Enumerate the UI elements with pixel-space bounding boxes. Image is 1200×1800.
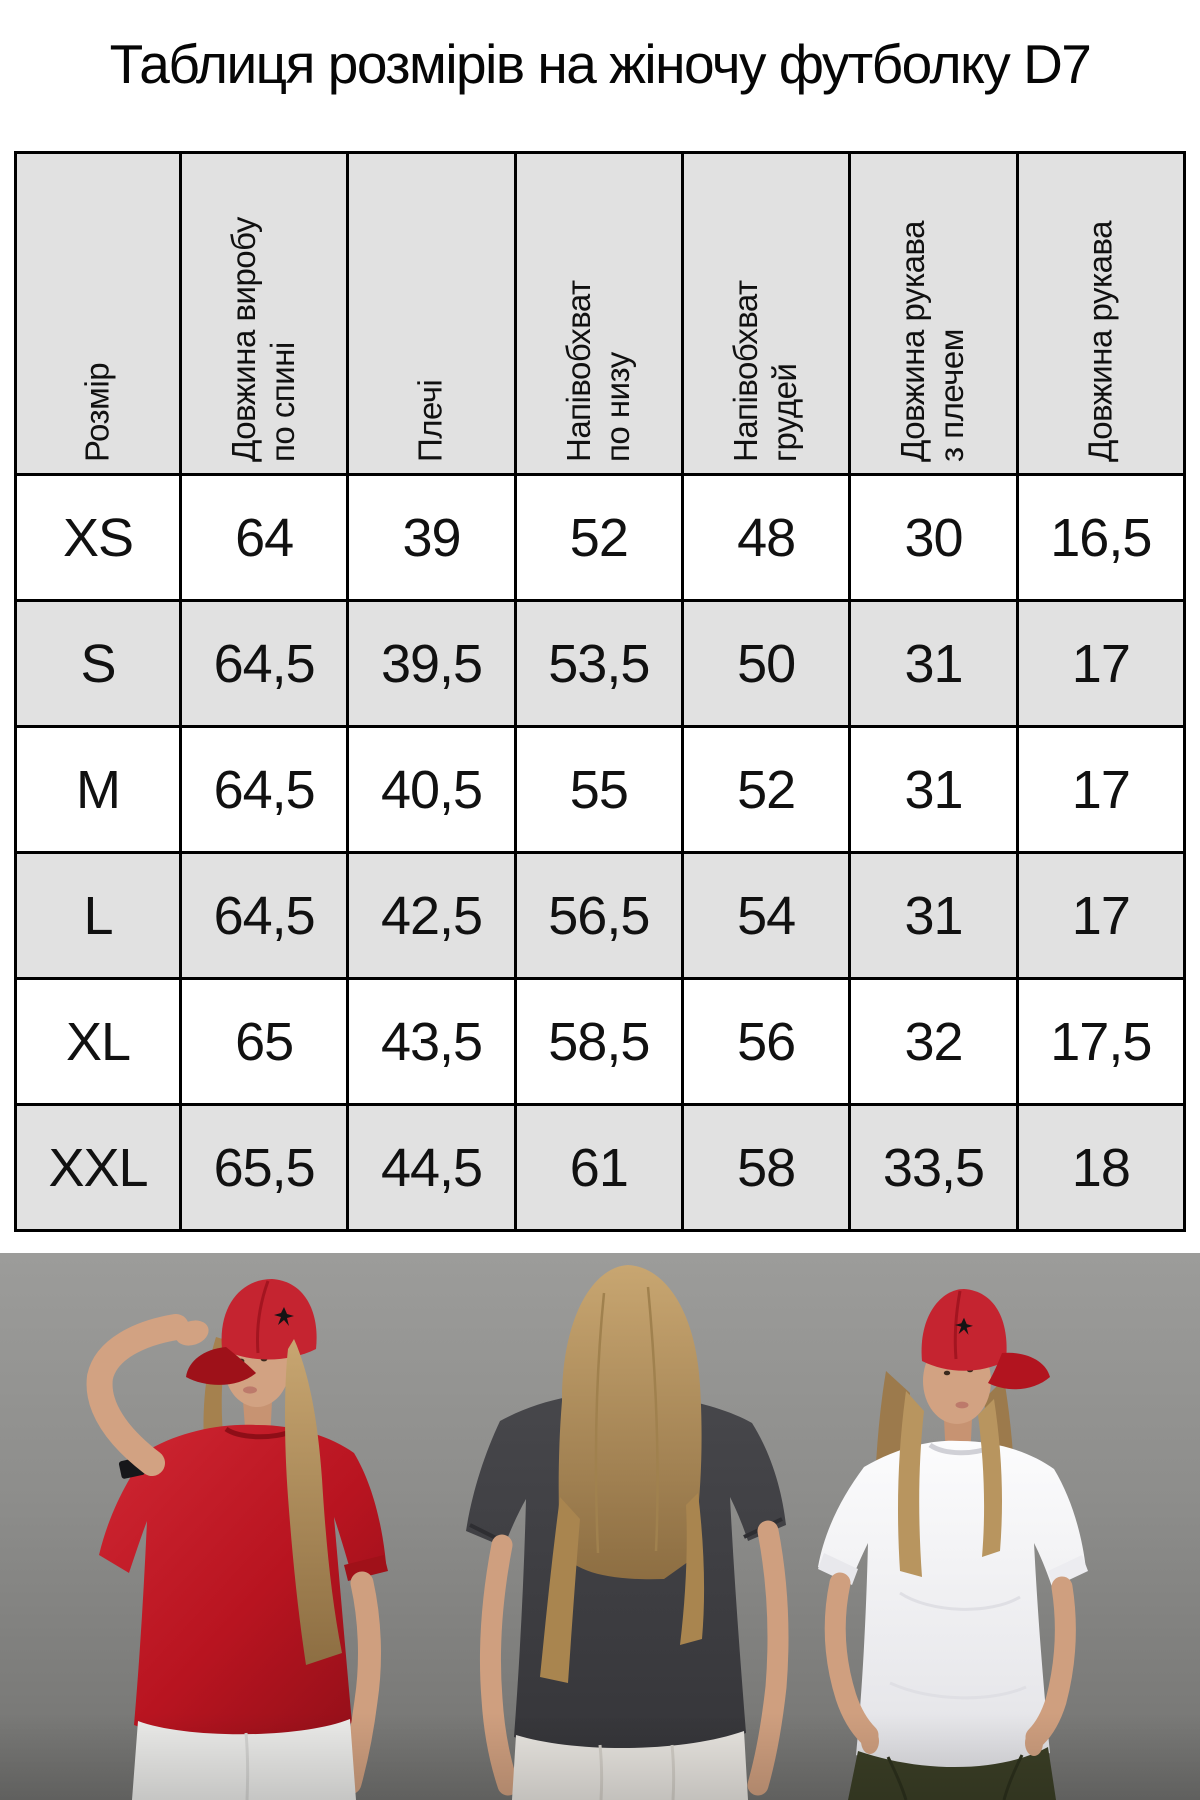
header-text: Напівобхват xyxy=(727,279,765,462)
hand-on-brim xyxy=(175,1320,209,1346)
cell-value: 64 xyxy=(178,473,350,602)
cell-value: 42,5 xyxy=(346,851,517,980)
hair-strand xyxy=(540,1497,580,1683)
column-header-bottom-half-girth: Напівобхват по низу xyxy=(513,151,684,476)
size-table: Розмір Довжина виробу по спині Плечі Напі… xyxy=(14,151,1187,1232)
photo-illustration xyxy=(0,1253,1200,1800)
cell-value: 39,5 xyxy=(346,599,517,728)
cap-brim xyxy=(186,1347,256,1385)
cell-size: M xyxy=(14,725,182,854)
table-row-xs: XS 64 39 52 48 30 16,5 xyxy=(14,473,1187,602)
cap-seam xyxy=(953,1290,962,1360)
column-header-sleeve-length: Довжина рукава xyxy=(1015,151,1187,476)
cell-size: XL xyxy=(14,977,182,1106)
cell-size: S xyxy=(14,599,182,728)
cell-value: 43,5 xyxy=(346,977,517,1106)
cell-value: 65 xyxy=(178,977,350,1106)
column-header-chest-half-girth: Напівобхват грудей xyxy=(680,151,852,476)
hair-strand xyxy=(594,1292,606,1554)
cell-value: 54 xyxy=(680,851,852,980)
cell-size: L xyxy=(14,851,182,980)
cell-value: 58 xyxy=(680,1103,852,1232)
back-hair xyxy=(558,1265,702,1580)
hair-front-strand xyxy=(978,1399,1002,1557)
header-row: Розмір Довжина виробу по спині Плечі Напі… xyxy=(14,151,1187,476)
tshirt-fold xyxy=(889,1681,1027,1700)
cell-value: 31 xyxy=(848,725,1019,854)
eye xyxy=(943,1370,951,1376)
cell-value: 64,5 xyxy=(178,851,350,980)
column-header-size: Розмір xyxy=(14,151,182,476)
lips xyxy=(243,1386,257,1394)
cell-value: 18 xyxy=(1015,1103,1187,1232)
cell-size: XXL xyxy=(14,1103,182,1232)
cell-value: 65,5 xyxy=(178,1103,350,1232)
header-text: по спині xyxy=(264,341,302,462)
table-row-m: M 64,5 40,5 55 52 31 17 xyxy=(14,725,1187,854)
header-text: Довжина виробу xyxy=(225,216,263,462)
cell-value: 17 xyxy=(1015,599,1187,728)
hair-strand xyxy=(646,1286,659,1552)
header-text: Довжина рукава xyxy=(894,220,932,462)
cell-value: 64,5 xyxy=(178,725,350,854)
cell-value: 31 xyxy=(848,851,1019,980)
column-header-shoulders: Плечі xyxy=(346,151,517,476)
header-text: Розмір xyxy=(78,362,116,462)
cell-value: 39 xyxy=(346,473,517,602)
cell-value: 40,5 xyxy=(346,725,517,854)
cell-value: 61 xyxy=(513,1103,684,1232)
lips xyxy=(955,1401,969,1409)
cell-value: 33,5 xyxy=(848,1103,1019,1232)
cell-value: 52 xyxy=(513,473,684,602)
header-text: Плечі xyxy=(412,379,450,462)
hair-right-strand xyxy=(285,1339,342,1665)
cell-size: XS xyxy=(14,473,182,602)
bottom-vignette xyxy=(0,1713,1200,1800)
cell-value: 17 xyxy=(1015,725,1187,854)
table-row-xxl: XXL 65,5 44,5 61 58 33,5 18 xyxy=(14,1103,1187,1232)
cell-value: 64,5 xyxy=(178,599,350,728)
column-header-sleeve-with-shoulder: Довжина рукава з плечем xyxy=(848,151,1019,476)
cell-value: 31 xyxy=(848,599,1019,728)
hair-strand xyxy=(680,1493,705,1645)
cell-value: 16,5 xyxy=(1015,473,1187,602)
page-title: Таблиця розмірів на жіночу футболку D7 xyxy=(109,33,1092,95)
column-header-back-length: Довжина виробу по спині xyxy=(178,151,350,476)
table-row-l: L 64,5 42,5 56,5 54 31 17 xyxy=(14,851,1187,980)
jumpman-logo-icon xyxy=(274,1307,294,1326)
jumpman-logo-icon xyxy=(955,1317,973,1335)
cell-value: 53,5 xyxy=(513,599,684,728)
table-row-xl: XL 65 43,5 58,5 56 32 17,5 xyxy=(14,977,1187,1106)
header-text: Довжина рукава xyxy=(1081,220,1119,462)
cell-value: 44,5 xyxy=(346,1103,517,1232)
header-text: грудей xyxy=(766,363,804,462)
raised-arm xyxy=(86,1314,189,1476)
cell-value: 30 xyxy=(848,473,1019,602)
cap-brim xyxy=(988,1352,1050,1390)
table-row-s: S 64,5 39,5 53,5 50 31 17 xyxy=(14,599,1187,728)
white-tshirt xyxy=(818,1440,1086,1770)
tshirt-fold xyxy=(899,1591,1021,1611)
cell-value: 56,5 xyxy=(513,851,684,980)
cell-value: 32 xyxy=(848,977,1019,1106)
cell-value: 52 xyxy=(680,725,852,854)
cap-seam xyxy=(256,1280,270,1354)
cell-value: 50 xyxy=(680,599,852,728)
cell-value: 58,5 xyxy=(513,977,684,1106)
cell-value: 56 xyxy=(680,977,852,1106)
header-text: по низу xyxy=(598,351,636,462)
models-photo xyxy=(0,1253,1200,1800)
red-cap xyxy=(221,1279,317,1360)
cell-value: 55 xyxy=(513,725,684,854)
cell-value: 48 xyxy=(680,473,852,602)
header-text: Напівобхват xyxy=(559,279,597,462)
cell-value: 17,5 xyxy=(1015,977,1187,1106)
cell-value: 17 xyxy=(1015,851,1187,980)
red-cap xyxy=(921,1289,1007,1371)
hair-front-strand xyxy=(898,1391,924,1577)
header-text: з плечем xyxy=(933,328,971,462)
